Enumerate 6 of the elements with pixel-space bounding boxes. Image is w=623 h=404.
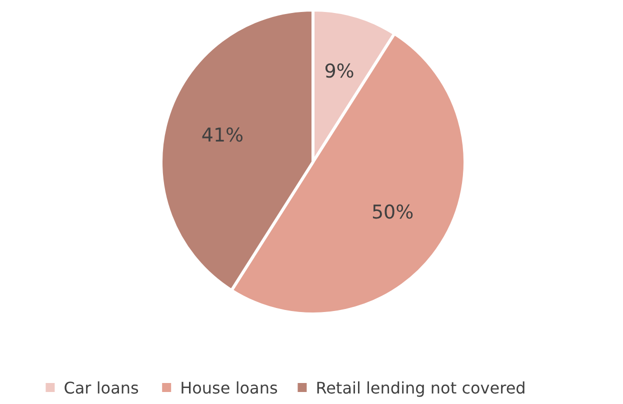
legend-label: Retail lending not covered	[316, 378, 526, 398]
legend-label: House loans	[180, 378, 278, 398]
data-label: 9%	[324, 60, 354, 82]
data-label: 50%	[371, 201, 414, 224]
data-label: 41%	[201, 124, 244, 147]
legend-label: Car loans	[64, 378, 139, 398]
